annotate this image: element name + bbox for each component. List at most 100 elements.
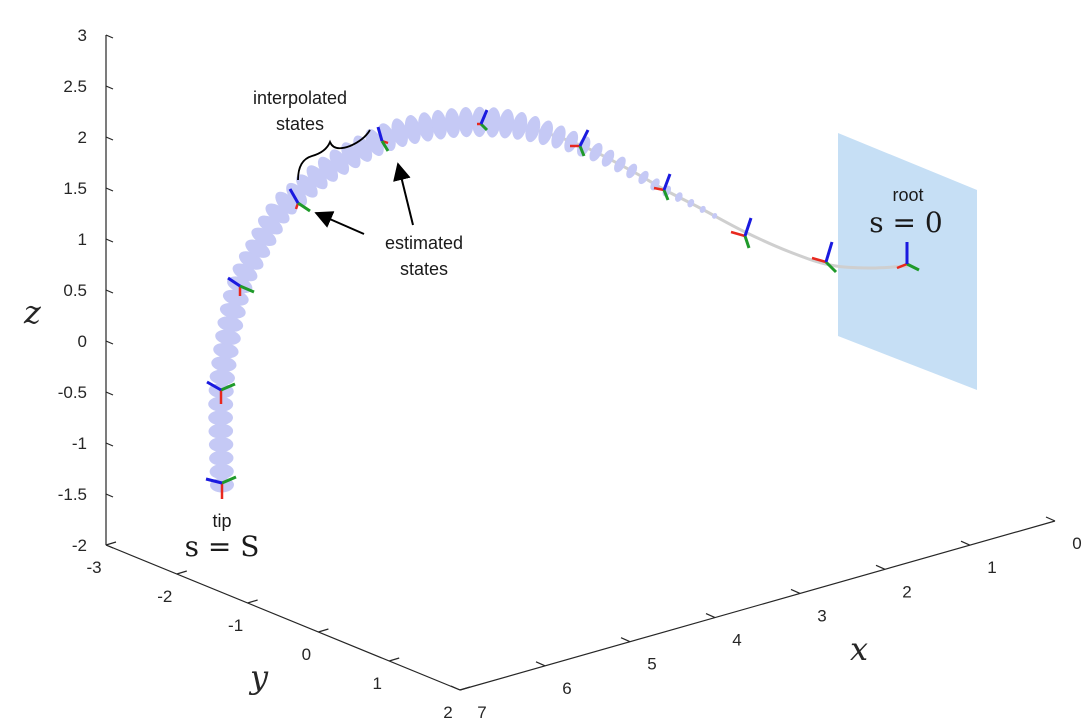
frame-y-arrow [221,475,237,485]
x-tick [705,613,716,619]
uncertainty-ellipse [638,170,649,185]
x-tick [790,588,801,594]
uncertainty-ellipse [485,107,501,138]
z-tick [105,340,114,345]
y-tick-label: -1 [228,616,243,635]
frame-z-arrow [288,188,300,204]
uncertainty-ellipse [209,463,234,480]
y-tick [247,599,258,604]
y-tick-label: -2 [157,587,172,606]
frame-y-arrow [906,262,920,272]
z-tick [105,85,114,90]
frame-y-arrow [824,260,838,274]
uncertainty-ellipse [626,163,638,179]
tip-equation: s = S [185,530,260,563]
z-tick [105,238,114,243]
estimated-label-line1: estimated [385,233,463,253]
frame-y-arrow [578,145,586,157]
y-tick [105,541,117,546]
uncertainty-ellipse [711,213,718,219]
z-tick [105,136,114,141]
frame-z-arrow [205,477,223,485]
x-tick-label: 0 [1072,534,1081,553]
x-tick [1045,516,1056,522]
uncertainty-ellipse [577,136,591,157]
uncertainty-ellipse [687,199,695,208]
uncertainty-ellipse [208,437,234,453]
z-tick [105,544,114,549]
uncertainty-ellipse [498,109,515,139]
uncertainty-ellipse [589,142,603,162]
frame-z-arrow [376,126,384,142]
uncertainty-ellipse [538,120,553,146]
uncertainty-ellipse [445,108,461,139]
x-tick-label: 4 [732,631,741,650]
tip-label: tip [212,511,231,531]
uncertainty-ellipse [317,156,339,182]
x-axis-title: x [850,630,868,668]
uncertainty-ellipse [512,112,528,140]
uncertainty-ellipse [209,450,234,466]
frame-x-arrow [653,186,665,192]
y-axis-line [105,544,461,691]
y-tick [459,686,471,691]
uncertainty-ellipse [208,410,233,426]
frame-z-arrow [662,173,672,191]
x-tick-label: 3 [817,606,826,625]
root-equation: s = 0 [869,206,942,239]
z-tick-label: -0.5 [58,383,87,402]
y-tick-label: 1 [372,674,381,693]
estimated-arrow-left [314,211,365,235]
uncertainty-ellipse [213,342,239,359]
tick-labels: -2 -1.5 -1 -0.5 0 0.5 1 1.5 2 2.5 3 -3 -2 -1 0 1 2 0 1 2 3 4 5… [58,26,1082,722]
frame-z-arrow [227,276,241,288]
y-axis-title: y [248,658,269,696]
annotation-estimated: estimated states [314,162,463,279]
root-label: root [892,185,923,205]
annotation-root: root s = 0 [869,185,942,239]
frame-y-arrow [297,201,311,213]
z-tick [105,187,114,192]
z-tick-label: 2 [78,128,87,147]
frame-x-arrow [896,262,908,270]
z-tick-label: 1 [78,230,87,249]
z-tick-label: 1.5 [63,179,87,198]
z-tick-label: -1.5 [58,485,87,504]
uncertainty-ellipse [525,116,541,143]
x-tick-label: 7 [477,703,486,722]
frame-z-arrow [578,129,590,147]
ticks [105,34,1056,691]
uncertainty-ellipse [219,302,246,319]
z-tick [105,289,114,294]
y-tick [318,628,329,633]
z-tick-label: -1 [72,434,87,453]
uncertainty-ellipses [208,106,718,493]
z-tick-label: 2.5 [63,77,87,96]
y-tick-label: -3 [86,558,101,577]
uncertainty-ellipse [306,165,328,190]
coordinate-frames [205,109,920,499]
annotation-interpolated: interpolated states [253,88,371,181]
z-tick [105,391,114,396]
z-tick [105,442,114,447]
y-tick-label: 0 [302,645,311,664]
uncertainty-ellipse [265,203,290,224]
uncertainty-ellipse [391,118,408,147]
y-tick [176,570,187,575]
frame-y-arrow [662,189,670,201]
x-tick [875,564,886,570]
uncertainty-ellipse [275,191,297,215]
uncertainty-ellipse [418,112,434,142]
x-axis-line [459,520,1056,691]
z-tick-label: 0 [78,332,87,351]
uncertainty-ellipse [211,356,237,372]
frame-z-arrow [743,217,753,237]
interpolated-label-line1: interpolated [253,88,347,108]
x-tick [620,637,631,643]
y-tick [389,657,400,662]
x-tick [535,661,546,667]
x-tick-label: 1 [987,558,996,577]
z-axis-title: z [23,293,42,331]
uncertainty-ellipse [329,149,350,175]
frame-x-arrow [811,256,827,264]
